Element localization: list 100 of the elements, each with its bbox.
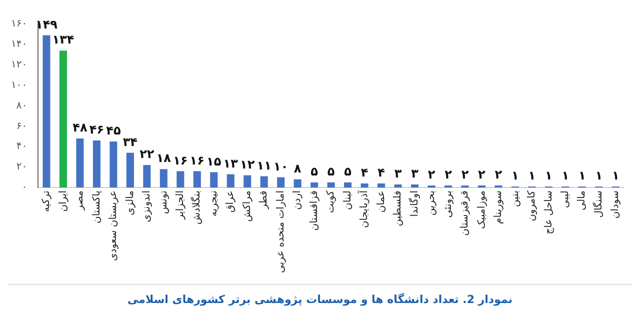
x-tick-label: مصر [74,190,86,212]
data-label: ۱۳ [223,156,239,170]
x-tick-label: قطر [258,190,270,210]
data-label: ۱ [578,168,586,183]
bar [360,183,368,188]
x-tick-label: پاکستان [91,190,102,224]
bar [160,169,168,188]
data-label: ۸ [294,161,302,176]
data-label: ۲۲ [140,147,155,162]
x-tick-label: قرقیزستان [460,190,471,236]
y-tick-label: ۴۰ [16,141,28,152]
bar [193,171,201,188]
data-label: ۱ [595,168,603,183]
data-label: ۱ [528,168,536,183]
x-tick-label: قزاقستان [308,190,320,231]
x-tick-label: مراکش [242,190,253,222]
bar [378,183,386,188]
x-tick-label: ساحل عاج [543,190,554,234]
x-tick-label: برونئی [442,190,454,218]
data-label: ۱۶ [173,153,188,168]
y-tick-label: ۱۰۰ [10,80,28,91]
data-label: ۳۴ [122,134,138,149]
data-label: ۲ [428,168,436,182]
data-label: ۳ [411,166,420,181]
x-tick-label: عربستان سعودی [108,190,120,261]
data-label: ۱۲ [240,157,256,172]
x-tick-label: آذربایجان [357,189,370,228]
bar [394,184,402,188]
x-tick-label: بنگلادش [190,190,203,224]
x-tick-label: سودان [610,190,622,219]
data-label: ۱۳۴ [52,32,74,47]
bar [244,175,252,188]
bar [478,185,486,188]
data-label: ۱ [512,168,519,183]
x-tick-label: امارات متحده عربی [275,190,286,274]
bar [494,185,502,188]
bar [59,50,67,188]
data-label: ۱۱ [256,158,272,172]
x-tick-label: تونس [158,190,170,214]
data-label: ۴۶ [89,122,104,137]
data-label: ۲ [444,168,453,182]
data-label: ۴۵ [106,124,121,138]
data-label: ۱۰ [274,159,288,174]
bar [294,179,302,188]
bar [260,176,268,188]
bar [410,184,419,188]
bar [226,174,234,188]
x-tick-label: سورینام [493,190,504,224]
x-tick-label: اندونزی [142,190,153,222]
x-tick-label: لیبی [560,190,572,208]
x-tick-label: بنین [510,190,521,207]
text: نمودار 2. تعداد دانشگاه ها و موسسات پژوهشی برتر کشورهای اسلامی [8,284,632,306]
data-label: ۳ [394,166,402,181]
x-tick-label: ایران [58,190,69,212]
x-tick-label: الجزایر [174,190,186,220]
x-tick-label: فلسطین [392,190,404,226]
x-tick-label: بحرین [426,190,438,216]
data-label: ۱۸ [156,151,172,166]
data-label: ۵ [344,164,352,179]
data-label: ۲ [494,168,503,182]
y-tick-label: ۱۲۰ [10,59,28,70]
bar [110,142,118,188]
y-tick-label: ۰ [22,182,28,194]
bar [277,177,285,188]
x-tick-label: نیجریه [208,190,220,216]
x-tick-label: مالی [576,190,588,210]
x-tick-label: سنگال [592,190,604,218]
x-tick-label: مالزی [124,190,136,216]
x-tick-label: لبنان [342,190,354,210]
y-tick-label: ۱۴۰ [10,39,28,50]
bar [461,185,469,188]
data-label: ۲ [478,168,486,182]
bar [327,182,335,188]
data-label: ۱۵ [206,154,222,168]
x-tick-label: اوگاندا [408,190,420,217]
data-label: ۴۸ [72,120,88,135]
bar [310,182,318,188]
y-tick-label: ۲۰ [16,162,28,173]
data-label: ۵ [310,164,318,179]
data-label: ۱۴۹ [35,17,58,32]
x-tick-label: ترکیه [41,190,52,212]
x-tick-label: عراق [225,190,236,213]
data-label: ۴ [360,166,368,180]
y-tick-label: ۱۶۰ [10,18,28,30]
x-tick-label: کامرون [526,190,538,222]
data-label: ۱ [562,168,570,183]
bar [428,185,436,188]
x-tick-label: کویت [326,190,337,214]
data-label: ۵ [327,164,335,179]
data-label: ۱ [545,168,552,183]
bar [92,140,100,188]
x-tick-label: اردن [292,190,304,210]
bar [126,152,134,188]
bar [143,165,151,188]
bar [176,171,184,188]
x-tick-label: عمان [376,190,387,213]
y-tick-label: ۸۰ [16,100,28,112]
data-label: ۱۶ [190,153,204,168]
bar [76,138,84,188]
x-tick-label: موزامبیک [476,190,488,230]
